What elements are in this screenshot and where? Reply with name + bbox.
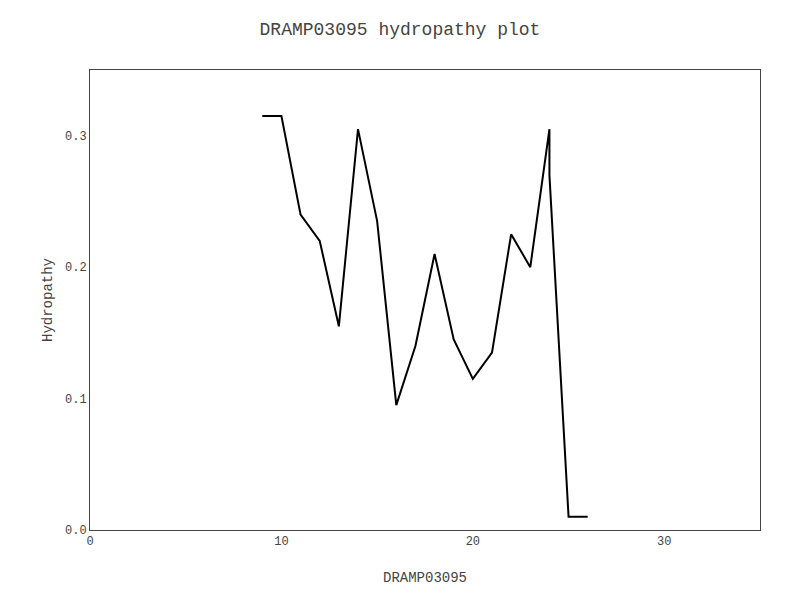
svg-text:30: 30 [657,535,671,549]
svg-text:10: 10 [274,535,288,549]
svg-text:0.2: 0.2 [65,261,87,275]
svg-text:DRAMP03095 hydropathy plot: DRAMP03095 hydropathy plot [260,20,541,40]
svg-text:0.0: 0.0 [65,524,87,538]
svg-text:0: 0 [86,535,93,549]
svg-text:20: 20 [466,535,480,549]
svg-text:Hydropathy: Hydropathy [40,258,56,342]
svg-text:0.1: 0.1 [65,393,87,407]
svg-text:0.3: 0.3 [65,130,87,144]
svg-text:DRAMP03095: DRAMP03095 [383,570,467,586]
